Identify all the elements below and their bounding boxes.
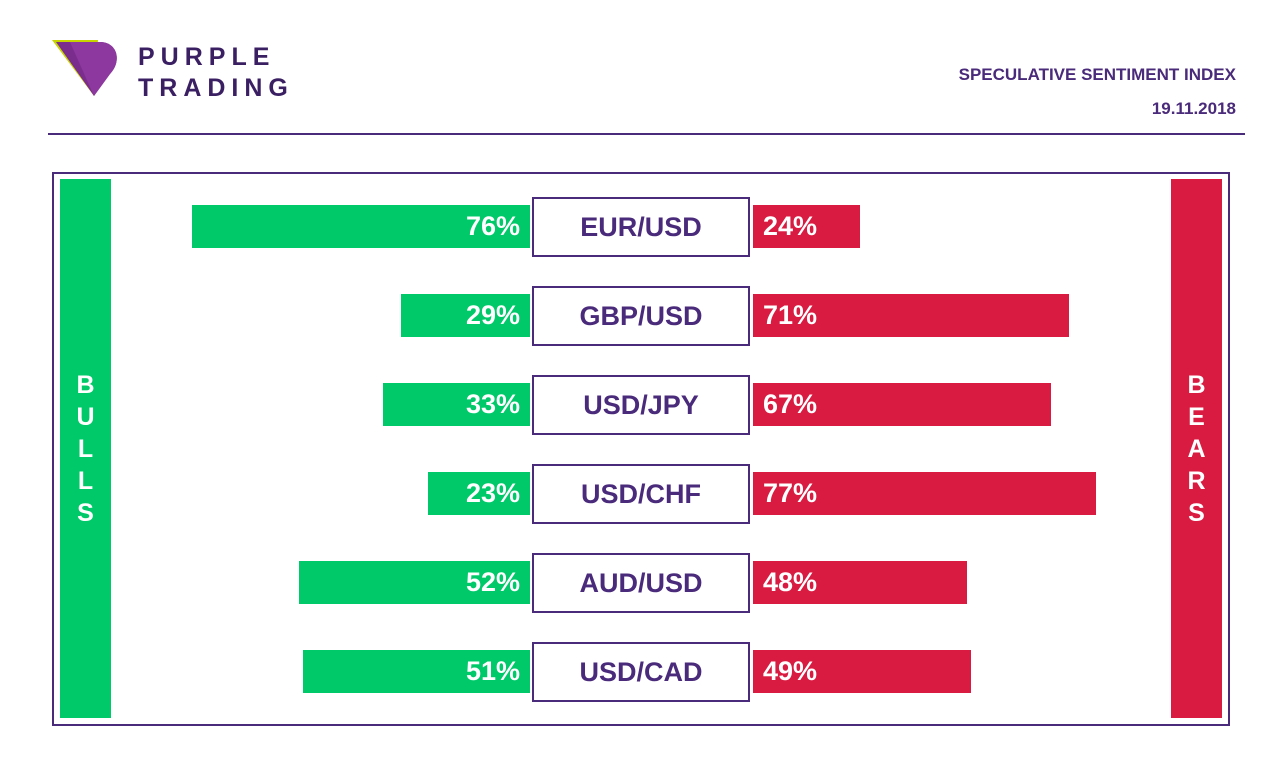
bull-bar: 51% — [303, 650, 530, 693]
brand-name: PURPLE TRADING — [138, 42, 294, 104]
brand-name-line2: TRADING — [138, 74, 294, 102]
currency-pair-label: GBP/USD — [532, 285, 750, 346]
bears-legend: BEARS — [1171, 179, 1222, 718]
currency-pair-label: USD/JPY — [532, 374, 750, 435]
currency-pair-label: EUR/USD — [532, 196, 750, 257]
currency-pair-label: USD/CAD — [532, 641, 750, 702]
bear-bar: 77% — [753, 472, 1096, 515]
page-title: SPECULATIVE SENTIMENT INDEX — [958, 65, 1236, 84]
chart-frame — [52, 172, 1230, 726]
bull-bar: 76% — [192, 205, 530, 248]
header-info: SPECULATIVE SENTIMENT INDEX 19.11.2018 — [959, 58, 1236, 126]
bear-bar: 49% — [753, 650, 971, 693]
report-date: 19.11.2018 — [1151, 99, 1236, 118]
bear-bar: 71% — [753, 294, 1069, 337]
bear-bar: 24% — [753, 205, 860, 248]
bears-legend-label: BEARS — [1187, 370, 1206, 527]
bull-bar: 29% — [401, 294, 530, 337]
bull-bar: 33% — [383, 383, 530, 426]
bulls-legend: BULLS — [60, 179, 111, 718]
brand-name-line1: PURPLE — [138, 43, 276, 71]
currency-pair-label: AUD/USD — [532, 552, 750, 613]
bear-bar: 48% — [753, 561, 967, 604]
currency-pair-label: USD/CHF — [532, 463, 750, 524]
bear-bar: 67% — [753, 383, 1051, 426]
bull-bar: 52% — [299, 561, 530, 604]
header-divider — [48, 133, 1245, 135]
bulls-legend-label: BULLS — [76, 370, 95, 527]
bull-bar: 23% — [428, 472, 530, 515]
logo-mark-icon — [52, 40, 117, 96]
